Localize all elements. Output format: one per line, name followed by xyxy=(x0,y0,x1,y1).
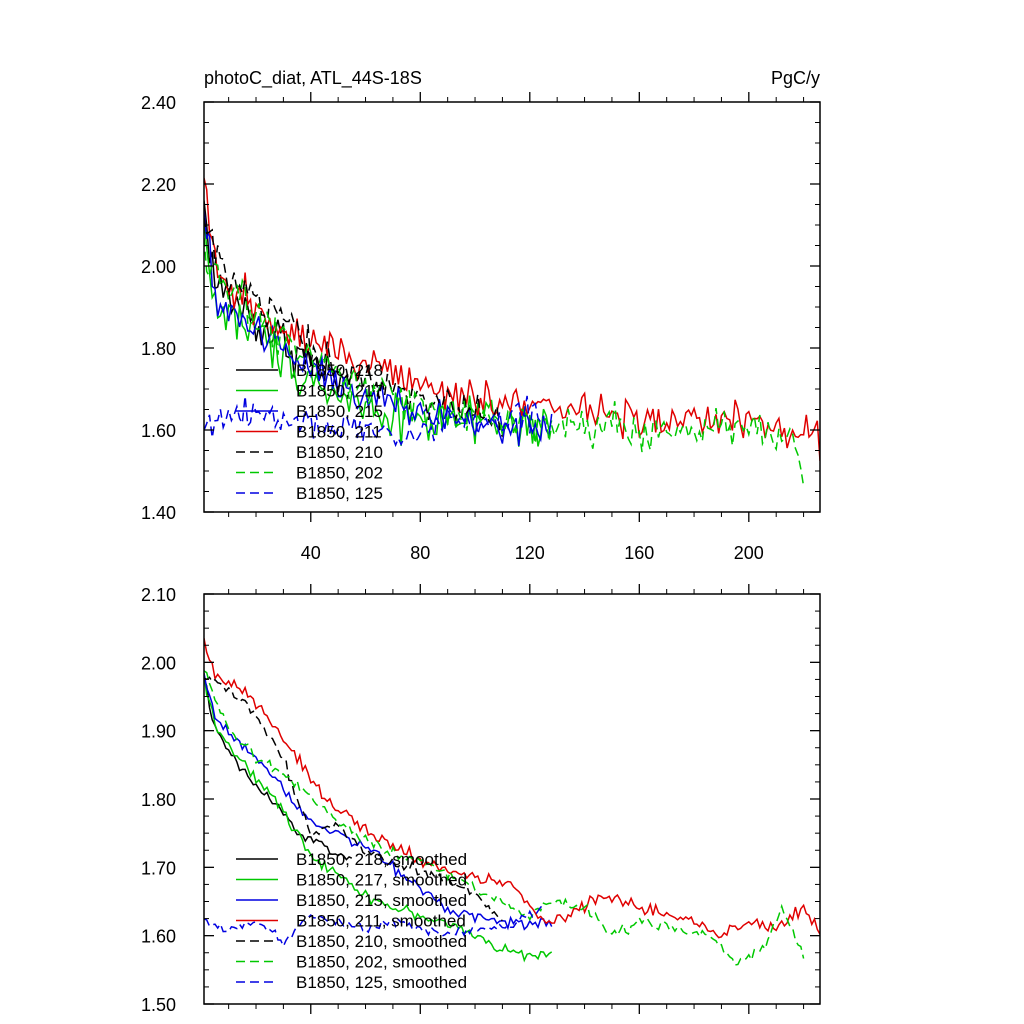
bottom-series-line-6 xyxy=(204,670,805,966)
top-xtick-label: 160 xyxy=(624,543,654,563)
bottom-ytick-label: 1.60 xyxy=(141,927,176,947)
top-axes: 1.40 1.60 1.80 2.00 2.20 2.40 40 80 120 160 200 xyxy=(141,92,820,563)
top-xtick-label: 200 xyxy=(734,543,764,563)
bottom-legend-label-6: B1850, 202, smoothed xyxy=(296,953,467,972)
bottom-legend-label-5: B1850, 210, smoothed xyxy=(296,932,467,951)
bottom-panel: B1850, 218, smoothed B1850, 217, smoothed… xyxy=(141,584,821,1015)
top-plot-lines xyxy=(204,177,820,487)
top-series-line-2 xyxy=(204,219,553,447)
bottom-ytick-label: 1.90 xyxy=(141,722,176,742)
bottom-legend-label-4: B1850, 211, smoothed xyxy=(296,912,466,931)
top-ytick-label: 1.40 xyxy=(141,503,176,523)
top-legend-label-3: B1850, 215 xyxy=(296,402,383,421)
panel-units: PgC/y xyxy=(771,68,820,88)
top-legend-label-7: B1850, 125 xyxy=(296,484,383,503)
bottom-ytick-label: 2.00 xyxy=(141,653,176,673)
top-series-line-3 xyxy=(204,210,553,447)
top-series-line-5 xyxy=(204,217,504,437)
bottom-series-line-7 xyxy=(204,904,544,949)
bottom-series-line-1 xyxy=(204,678,353,861)
bottom-ytick-label: 1.70 xyxy=(141,858,176,878)
top-legend-label-6: B1850, 202 xyxy=(296,464,383,483)
bottom-legend: B1850, 218, smoothed B1850, 217, smoothed… xyxy=(236,850,467,992)
bottom-ytick-label: 1.50 xyxy=(141,995,176,1015)
top-ytick-label: 2.00 xyxy=(141,257,176,277)
top-legend-label-4: B1850, 211 xyxy=(296,423,382,442)
bottom-series-line-2 xyxy=(204,673,553,963)
bottom-plot-lines xyxy=(204,638,820,966)
top-legend-label-1: B1850, 218 xyxy=(296,361,383,380)
bottom-legend-label-2: B1850, 217, smoothed xyxy=(296,871,467,890)
top-panel: photoC_diat, ATL_44S-18S PgC/y B1850, 21… xyxy=(141,68,821,563)
top-xtick-label: 80 xyxy=(410,543,430,563)
top-ytick-label: 2.40 xyxy=(141,93,176,113)
top-xtick-label: 120 xyxy=(515,543,545,563)
panel-title: photoC_diat, ATL_44S-18S xyxy=(204,68,422,89)
bottom-series-line-4 xyxy=(204,638,820,939)
bottom-legend-label-7: B1850, 125, smoothed xyxy=(296,973,467,992)
bottom-series-line-5 xyxy=(204,676,503,922)
top-legend-label-5: B1850, 210 xyxy=(296,443,383,462)
bottom-axes: 1.50 1.60 1.70 1.80 1.90 2.00 2.10 xyxy=(141,584,820,1015)
bottom-ytick-label: 2.10 xyxy=(141,585,176,605)
top-ytick-label: 2.20 xyxy=(141,175,176,195)
top-series-line-7 xyxy=(204,395,545,448)
bottom-legend-label-1: B1850, 218, smoothed xyxy=(296,850,467,869)
top-xtick-label: 40 xyxy=(301,543,321,563)
top-ytick-label: 1.80 xyxy=(141,339,176,359)
bottom-legend-label-3: B1850, 215, smoothed xyxy=(296,891,467,910)
top-ytick-label: 1.60 xyxy=(141,421,176,441)
top-legend-label-2: B1850, 217 xyxy=(296,382,383,401)
bottom-series-line-3 xyxy=(204,673,553,931)
bottom-ytick-label: 1.80 xyxy=(141,790,176,810)
